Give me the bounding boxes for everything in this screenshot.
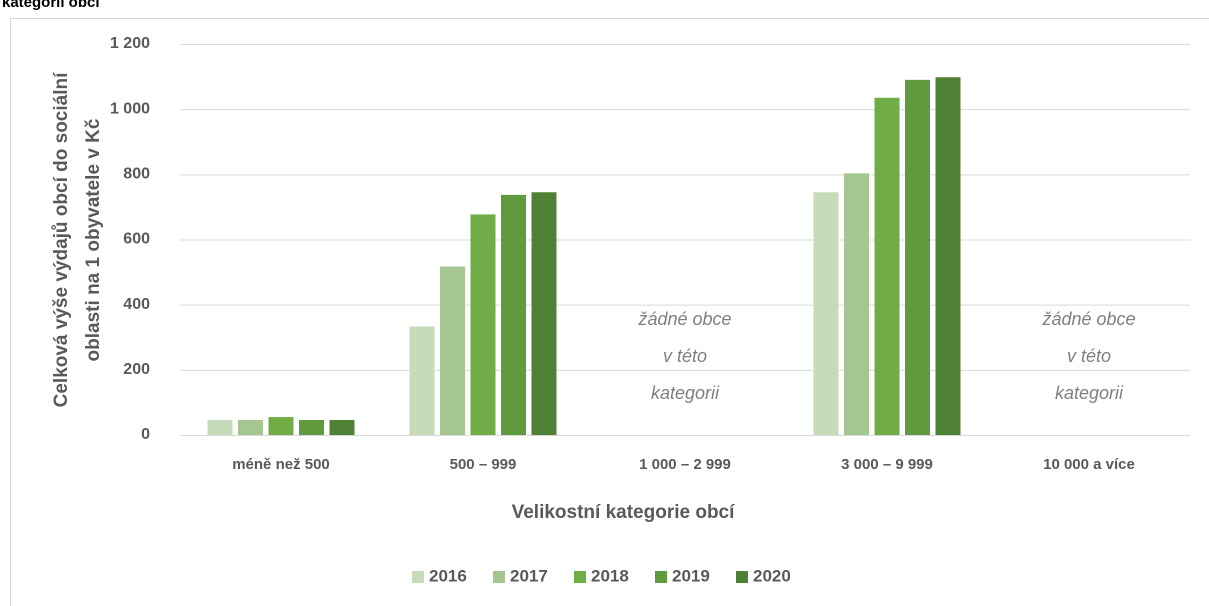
legend-label: 2016: [429, 566, 467, 585]
bar: [299, 420, 324, 435]
legend-label: 2019: [672, 566, 710, 585]
y-axis-title-line: Celková výše výdajů obcí do sociální: [51, 72, 72, 407]
y-tick-label: 800: [123, 166, 150, 183]
y-axis-title-line: oblasti na 1 obyvatele v Kč: [83, 118, 104, 361]
y-tick-label: 600: [123, 231, 150, 248]
x-tick-label: 3 000 – 9 999: [841, 456, 933, 473]
bar: [813, 192, 839, 435]
y-tick-label: 1 000: [110, 100, 150, 117]
bar: [470, 214, 496, 435]
bar: [531, 192, 557, 435]
bar: [905, 79, 930, 435]
x-tick-label: méně než 500: [232, 456, 330, 473]
bar: [844, 173, 869, 435]
bar: [440, 266, 465, 435]
legend-label: 2020: [753, 566, 791, 585]
bar: [268, 417, 294, 435]
annotation: kategorii: [651, 383, 720, 403]
chart-title: kategorii obcí: [2, 0, 100, 11]
y-tick-label: 400: [123, 296, 150, 313]
x-tick-label: 10 000 a více: [1043, 456, 1135, 473]
bar: [501, 194, 526, 435]
bar: [935, 77, 961, 436]
legend-swatch: [574, 571, 586, 583]
x-tick-label: 500 – 999: [450, 456, 517, 473]
annotation: kategorii: [1055, 383, 1124, 403]
legend-swatch: [655, 571, 667, 583]
annotation: žádné obce: [1041, 309, 1135, 329]
x-tick-label: 1 000 – 2 999: [639, 456, 731, 473]
bar: [238, 420, 263, 435]
annotation: žádné obce: [637, 309, 731, 329]
legend-label: 2017: [510, 566, 548, 585]
bar: [409, 326, 435, 435]
legend-swatch: [736, 571, 748, 583]
legend-label: 2018: [591, 566, 629, 585]
y-tick-label: 200: [123, 361, 150, 378]
legend-swatch: [493, 571, 505, 583]
bar: [207, 420, 233, 435]
x-axis-title: Velikostní kategorie obcí: [512, 502, 736, 523]
chart-frame: [10, 18, 1209, 606]
y-tick-label: 0: [141, 426, 150, 443]
legend-swatch: [412, 571, 424, 583]
annotation: v této: [1067, 346, 1111, 366]
annotation: v této: [663, 346, 707, 366]
bar: [874, 97, 900, 435]
bar: [329, 420, 355, 435]
y-tick-label: 1 200: [110, 35, 150, 52]
y-axis-title: Celková výše výdajů obcí do sociální obl…: [51, 72, 104, 407]
